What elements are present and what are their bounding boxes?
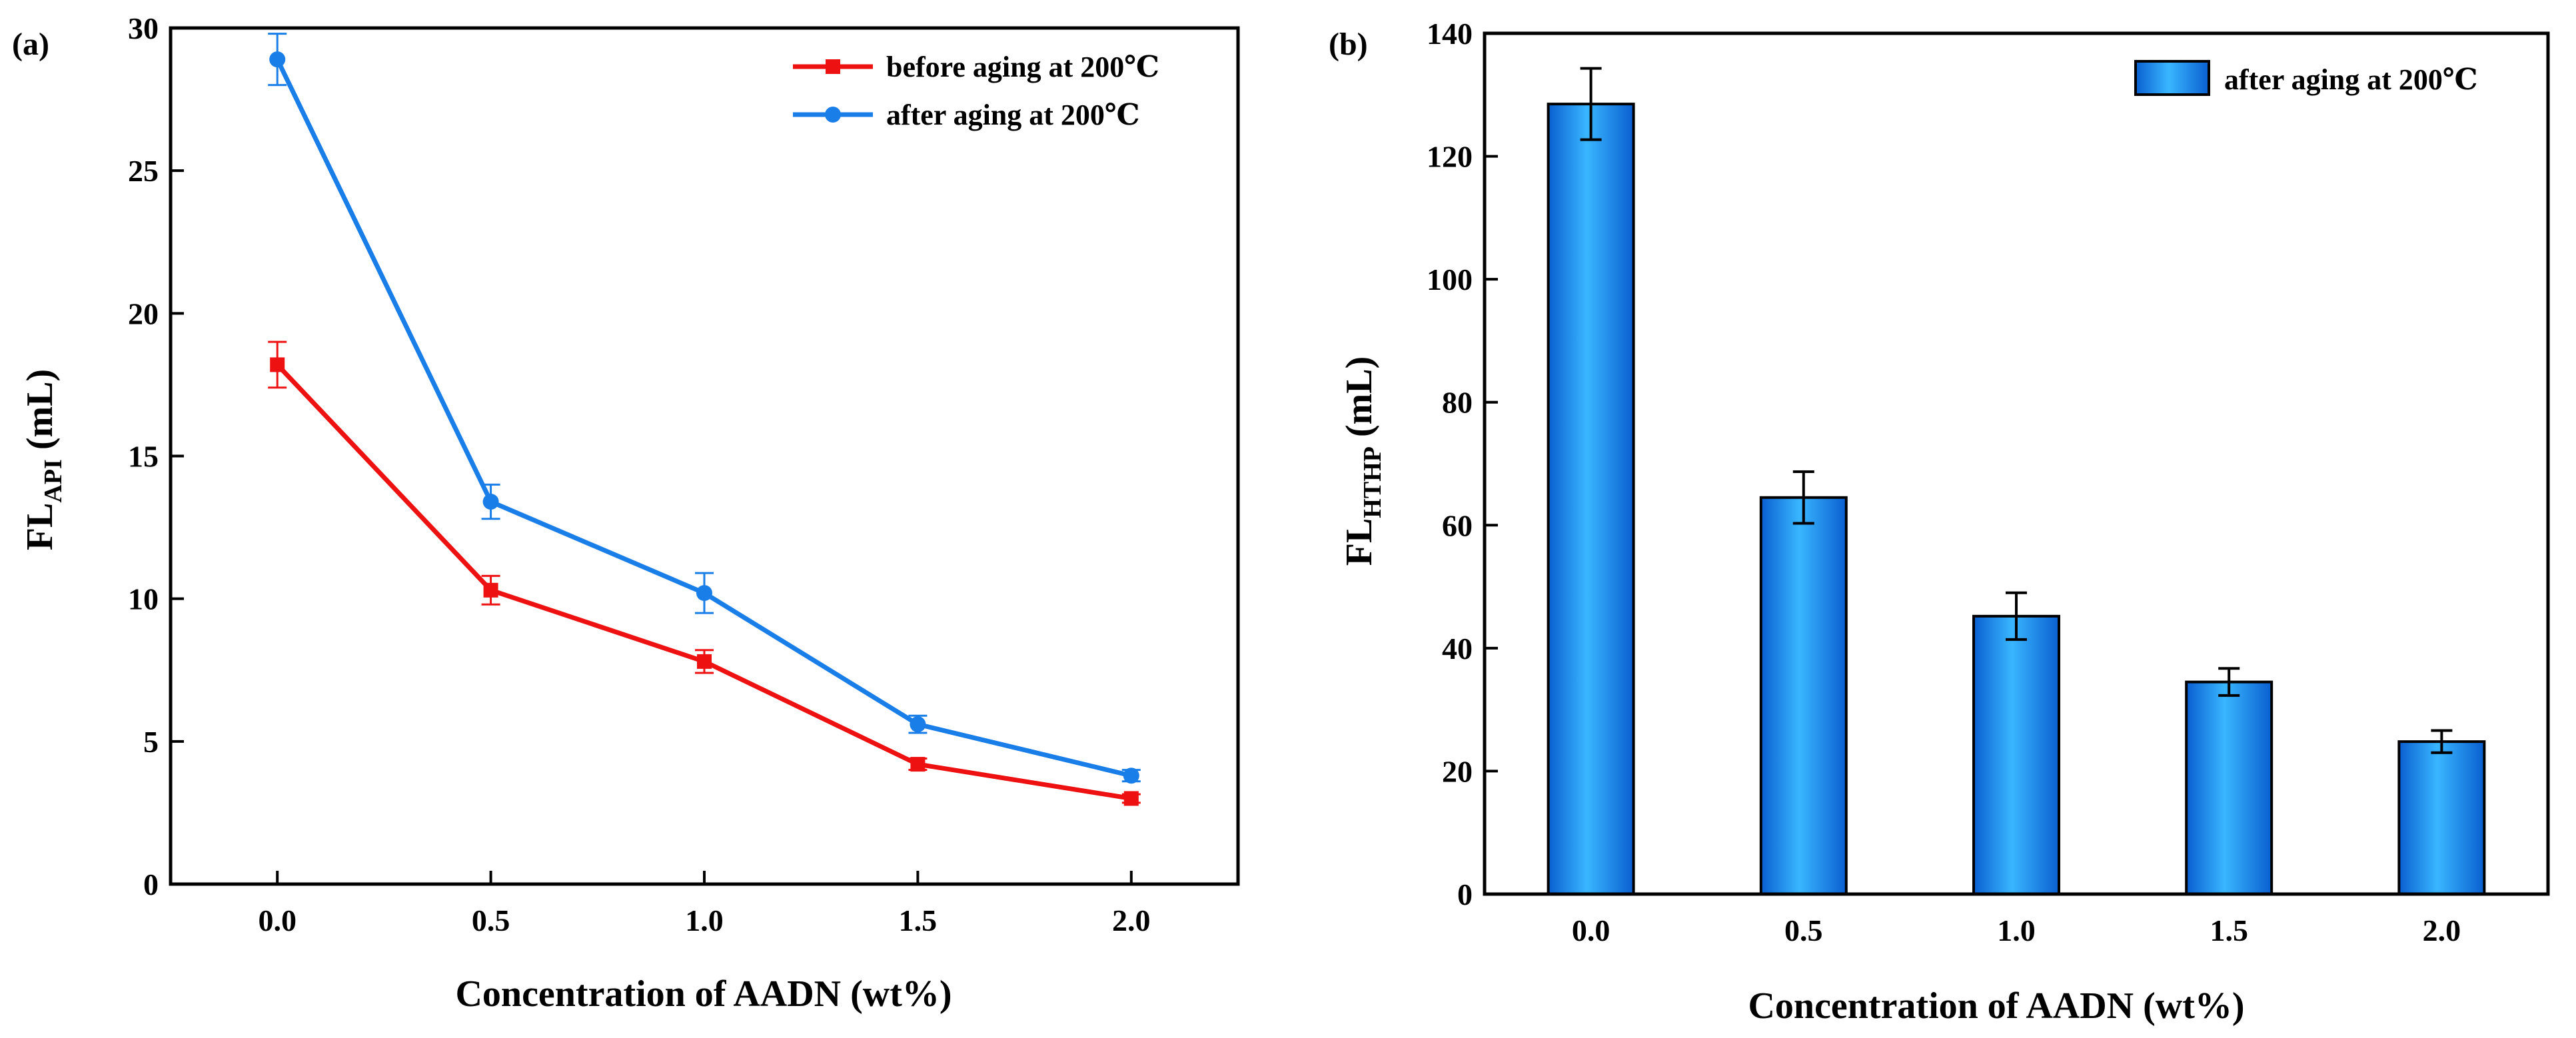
data-point xyxy=(483,582,498,598)
panel-a-x-tick-label: 0.0 xyxy=(258,903,297,937)
panel-b-label: (b) xyxy=(1329,27,1368,62)
data-point xyxy=(910,757,926,772)
data-point xyxy=(269,51,286,68)
panel-b-y-tick-label: 80 xyxy=(1442,386,1473,420)
panel-a-y-tick-label: 5 xyxy=(143,725,159,759)
panel-a-x-tick-label: 1.0 xyxy=(685,903,724,937)
panel-a-y-tick-label: 20 xyxy=(128,296,159,330)
bar xyxy=(1547,103,1635,896)
bar xyxy=(1972,614,2060,896)
panel-b-y-label-sub: HTHP xyxy=(1359,446,1387,518)
panel-b-y-tick-label: 140 xyxy=(1427,17,1473,51)
panel-a-plot-frame xyxy=(169,26,1240,886)
legend-label-after: after aging at 200℃ xyxy=(886,99,1140,131)
panel-b-bars xyxy=(1547,67,2486,896)
panel-b-x-tick-label: 1.5 xyxy=(2210,913,2248,947)
panel-b-x-tick-label: 0.0 xyxy=(1572,913,1610,947)
data-point xyxy=(696,585,712,602)
panel-b-y-axis-label: FLHTHP (mL) xyxy=(1339,356,1387,566)
panel-a-y-label-sub: API xyxy=(39,459,67,502)
data-point xyxy=(482,494,499,510)
legend-marker-before xyxy=(826,59,840,74)
panel-a-y-tick-label: 30 xyxy=(128,11,159,45)
panel-a-ticks: 0 5 10 15 20 25 30 0.0 0.5 1.0 1.5 2.0 xyxy=(128,11,1151,937)
panel-b-y-label-main: FL xyxy=(1339,518,1380,566)
panel-b-bar-chart: (b) 0 20 40 60 80 100 120 140 0.0 0.5 1.0 1.5 2.0 Co… xyxy=(1329,17,2550,1027)
panel-a-y-tick-label: 0 xyxy=(143,867,159,901)
data-point xyxy=(910,716,926,733)
legend-label-after-bar: after aging at 200℃ xyxy=(2224,63,2478,96)
panel-a-x-axis-label: Concentration of AADN (wt%) xyxy=(455,973,952,1015)
legend-swatch-after xyxy=(2134,60,2210,96)
panel-a-legend: before aging at 200℃ after aging at 200℃ xyxy=(793,51,1159,131)
data-point xyxy=(1123,768,1139,784)
panel-a-y-label-main: FL xyxy=(19,503,61,551)
panel-a-y-tick-label: 10 xyxy=(128,582,159,616)
panel-b-y-tick-label: 100 xyxy=(1427,262,1473,296)
panel-a-y-tick-label: 25 xyxy=(128,154,159,188)
data-point xyxy=(270,357,285,372)
panel-a-y-label-unit: (mL) xyxy=(19,369,61,459)
panel-a-x-tick-label: 1.5 xyxy=(899,903,938,937)
panel-a-y-axis-label: FLAPI (mL) xyxy=(19,369,67,550)
panel-b-x-tick-label: 1.0 xyxy=(1997,913,2036,947)
panel-a-y-tick-label: 15 xyxy=(128,440,159,474)
panel-b-legend: after aging at 200℃ xyxy=(2134,60,2478,96)
panel-a-x-tick-label: 2.0 xyxy=(1112,903,1151,937)
panel-b-y-tick-label: 0 xyxy=(1457,877,1473,911)
series-after-aging xyxy=(268,33,1141,784)
legend-marker-after xyxy=(825,107,841,123)
panel-a-series xyxy=(268,33,1141,806)
panel-b-x-tick-label: 2.0 xyxy=(2423,913,2461,947)
legend-label-before: before aging at 200℃ xyxy=(886,51,1159,83)
panel-b-y-tick-label: 120 xyxy=(1427,140,1473,174)
series-before-aging xyxy=(268,340,1141,806)
panel-b-plot-frame xyxy=(1483,31,2550,896)
panel-b-y-label-unit: (mL) xyxy=(1339,356,1380,446)
panel-b-x-tick-label: 0.5 xyxy=(1784,913,1823,947)
data-point xyxy=(697,654,712,669)
bar xyxy=(2397,740,2486,896)
panel-b-x-axis-label: Concentration of AADN (wt%) xyxy=(1748,985,2244,1027)
panel-b-y-tick-label: 60 xyxy=(1442,508,1473,542)
bar xyxy=(2185,680,2273,895)
panel-a-label: (a) xyxy=(12,27,49,62)
panel-a-line-chart: (a) 0 5 10 15 20 25 30 0.0 0.5 1.0 1.5 2.0 Concentr… xyxy=(12,11,1240,1015)
bar xyxy=(1759,496,1848,895)
panel-b-y-tick-label: 40 xyxy=(1442,632,1473,666)
panel-b-y-tick-label: 20 xyxy=(1442,754,1473,788)
panel-b-ticks: 0 20 40 60 80 100 120 140 0.0 0.5 1.0 1.5 2.0 xyxy=(1427,17,2461,947)
data-point xyxy=(1123,791,1139,806)
panel-a-x-tick-label: 0.5 xyxy=(472,903,510,937)
